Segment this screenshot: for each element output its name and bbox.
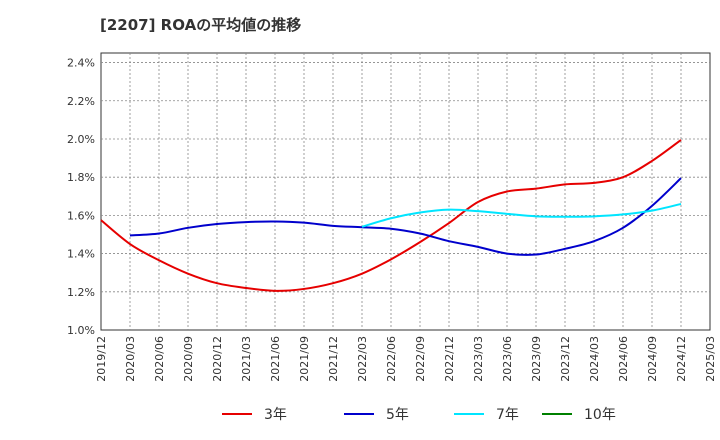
y-tick-label: 2.2% — [67, 95, 95, 108]
x-axis-ticks: 2019/12 2020/03 2020/06 2020/09 2020/12 2021/… — [95, 336, 717, 382]
x-tick-label: 2021/03 — [240, 336, 253, 382]
y-tick-label: 1.0% — [67, 324, 95, 337]
x-tick-label: 2019/12 — [95, 336, 108, 382]
y-tick-label: 1.4% — [67, 248, 95, 261]
legend: 3年 5年 7年 10年 — [222, 407, 616, 423]
x-tick-label: 2023/09 — [530, 336, 543, 382]
legend-label: 7年 — [496, 407, 519, 423]
y-tick-label: 1.2% — [67, 286, 95, 299]
x-tick-label: 2023/06 — [501, 336, 514, 382]
chart-title: [2207] ROAの平均値の推移 — [100, 16, 301, 34]
x-tick-label: 2020/12 — [211, 336, 224, 382]
legend-label: 3年 — [264, 407, 287, 423]
x-tick-label: 2020/03 — [124, 336, 137, 382]
x-tick-label: 2021/09 — [298, 336, 311, 382]
x-tick-label: 2022/06 — [385, 336, 398, 382]
x-tick-label: 2021/06 — [269, 336, 282, 382]
series-line-2 — [129, 177, 682, 256]
y-tick-label: 1.8% — [67, 171, 95, 184]
legend-label: 5年 — [386, 407, 409, 423]
y-tick-label: 1.6% — [67, 209, 95, 222]
x-tick-label: 2022/12 — [443, 336, 456, 382]
x-tick-label: 2022/09 — [414, 336, 427, 382]
x-tick-label: 2021/12 — [327, 336, 340, 382]
x-tick-label: 2020/09 — [182, 336, 195, 382]
series-line-3 — [361, 202, 682, 228]
x-tick-label: 2025/03 — [704, 336, 717, 382]
y-tick-label: 2.0% — [67, 133, 95, 146]
plot-frame — [100, 52, 711, 331]
y-tick-label: 2.4% — [67, 57, 95, 70]
x-tick-label: 2024/03 — [588, 336, 601, 382]
x-tick-label: 2024/12 — [675, 336, 688, 382]
x-tick-label: 2022/03 — [356, 336, 369, 382]
x-tick-label: 2024/09 — [646, 336, 659, 382]
x-tick-label: 2024/06 — [617, 336, 630, 382]
series-line-1 — [100, 139, 682, 292]
x-tick-label: 2020/06 — [153, 336, 166, 382]
series-lines — [100, 139, 682, 292]
plot-area — [100, 52, 711, 331]
legend-label: 10年 — [584, 407, 616, 423]
x-tick-label: 2023/12 — [559, 336, 572, 382]
x-tick-label: 2023/03 — [472, 336, 485, 382]
y-axis-ticks: 1.0% 1.2% 1.4% 1.6% 1.8% 2.0% 2.2% 2.4% — [67, 57, 95, 337]
